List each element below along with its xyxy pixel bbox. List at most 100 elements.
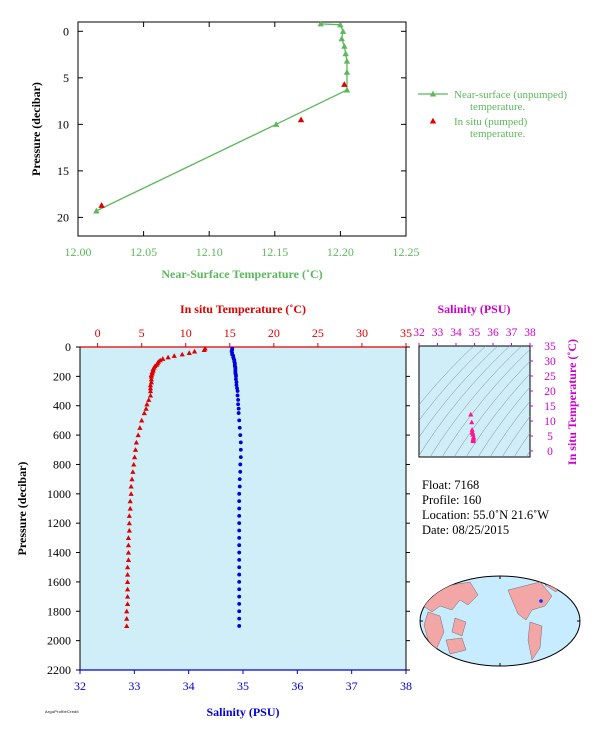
density-contour — [489, 400, 530, 457]
legend-marker-near-surface — [429, 90, 437, 97]
data-point-temperature — [137, 425, 143, 430]
data-point-in-situ — [297, 116, 305, 123]
y-axis-title: Pressure (decibar) — [15, 462, 29, 556]
top-axis-title: In situ Temperature (˚C) — [180, 302, 306, 316]
data-point-temperature — [128, 491, 134, 496]
data-point-salinity — [237, 609, 242, 614]
land-maritime-asia — [451, 617, 467, 637]
y-tick-label: 200 — [53, 369, 71, 383]
data-point-temperature — [124, 623, 130, 629]
y-tick-label: 2000 — [47, 634, 71, 648]
data-point-salinity — [235, 386, 239, 391]
data-point-temperature — [171, 353, 177, 358]
bottom-tick-label: 33 — [128, 679, 140, 693]
data-point-salinity — [238, 455, 243, 460]
data-point-salinity — [237, 506, 242, 511]
legend-marker-in-situ — [429, 117, 437, 124]
data-point-near-surface — [341, 42, 348, 49]
y-tick-label: 400 — [53, 399, 71, 413]
data-point-temperature — [191, 348, 198, 354]
x-axis-title: Near-Surface Temperature (˚C) — [161, 267, 322, 281]
density-contour — [419, 346, 499, 438]
data-point-temperature — [125, 542, 132, 548]
x-tick-label: 12.00 — [65, 245, 92, 259]
data-point-temperature — [126, 513, 132, 518]
data-point-temperature — [125, 549, 132, 555]
data-point-temperature — [127, 498, 133, 504]
map-land — [420, 581, 561, 661]
data-point-temperature — [147, 392, 154, 398]
y-tick-label: 0 — [63, 24, 69, 38]
data-point-salinity — [235, 389, 240, 393]
data-point-salinity — [234, 377, 238, 382]
data-point-ts — [470, 431, 476, 437]
top-tick-label: 25 — [312, 326, 324, 340]
data-point-salinity — [237, 425, 242, 430]
data-point-salinity — [237, 535, 242, 540]
top-tick-label: 5 — [139, 326, 145, 340]
data-point-temperature — [147, 385, 154, 391]
data-point-near-surface — [272, 121, 280, 127]
data-point-temperature — [144, 401, 150, 407]
data-point-temperature — [125, 557, 132, 562]
y-tick-label: 15 — [57, 164, 69, 178]
data-point-temperature — [124, 608, 130, 614]
data-point-temperature — [125, 535, 132, 540]
density-contour — [419, 346, 475, 406]
legend-label-near-surface: temperature. — [470, 101, 526, 113]
data-point-salinity — [237, 521, 242, 526]
bottom-tick-label: 36 — [291, 679, 303, 693]
y-tick-label: 20 — [57, 210, 69, 224]
data-point-temperature — [129, 476, 135, 482]
data-point-salinity — [237, 477, 242, 482]
y-tick-label: 2200 — [47, 663, 71, 677]
data-point-salinity — [237, 550, 242, 555]
density-contour — [465, 373, 530, 457]
y-tick-label: 1200 — [47, 516, 71, 530]
ts-y-tick-label: 30 — [544, 356, 556, 368]
data-point-near-surface — [343, 69, 351, 75]
legend-label-in-situ: In situ (pumped) — [454, 116, 528, 128]
data-point-temperature — [139, 417, 145, 423]
data-point-salinity — [236, 402, 241, 407]
data-point-temperature — [127, 505, 133, 511]
y-tick-label: 1600 — [47, 575, 71, 589]
density-contour — [477, 386, 530, 457]
density-contour — [419, 346, 511, 457]
data-point-salinity — [238, 469, 243, 474]
data-point-temperature — [124, 593, 131, 599]
data-point-temperature — [186, 350, 192, 355]
data-point-temperature — [165, 354, 171, 360]
ts-x-tick-label: 32 — [413, 327, 425, 339]
data-point-temperature — [124, 616, 130, 621]
top-tick-label: 20 — [268, 326, 280, 340]
top-tick-label: 35 — [400, 326, 412, 340]
density-contour — [525, 450, 530, 457]
y-tick-label: 600 — [53, 428, 71, 442]
ts-y-tick-label: 0 — [547, 446, 553, 458]
land-australia — [445, 637, 467, 655]
data-point-salinity — [237, 499, 242, 504]
ts-y-tick-label: 25 — [544, 371, 556, 383]
y-tick-label: 0 — [65, 340, 71, 354]
bottom-axis-title: Salinity (PSU) — [206, 705, 279, 719]
data-point-salinity — [234, 374, 238, 379]
ts-y-tick-label: 5 — [547, 431, 553, 443]
data-point-salinity — [237, 624, 242, 628]
data-point-temperature — [147, 388, 154, 394]
series-line-near-surface — [96, 23, 348, 212]
data-point-near-surface — [317, 20, 324, 27]
ts-y-tick-label: 20 — [544, 386, 556, 398]
bottom-tick-label: 35 — [237, 679, 249, 693]
data-point-in-situ — [98, 202, 105, 208]
float-info: Float: 7168 Profile: 160 Location: 55.0˚… — [422, 478, 549, 538]
data-point-temperature — [141, 410, 147, 416]
data-point-temperature — [148, 373, 154, 379]
data-point-near-surface — [339, 28, 347, 34]
data-point-near-surface — [343, 86, 351, 93]
data-point-temperature — [126, 527, 132, 533]
data-point-temperature — [131, 461, 137, 467]
data-point-near-surface — [337, 21, 344, 28]
data-point-salinity — [237, 513, 242, 518]
